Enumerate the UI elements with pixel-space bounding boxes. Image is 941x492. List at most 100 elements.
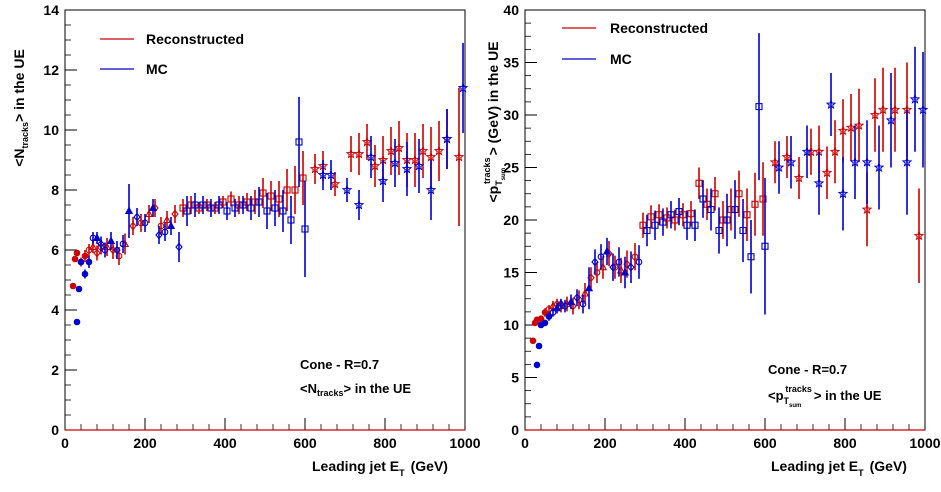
left-reco-point xyxy=(81,252,89,260)
left-y-tick-label: 8 xyxy=(51,182,59,198)
right-mc-point xyxy=(620,267,630,276)
left-reco-point xyxy=(227,195,235,203)
left-annotation-cone: Cone - R=0.7 xyxy=(300,357,379,372)
right-reco-point xyxy=(545,305,553,313)
left-mc-point xyxy=(166,221,176,230)
right-x-axis-title: Leading jet ET (GeV) xyxy=(771,458,907,478)
left-mc-point xyxy=(141,219,149,227)
left-reco-point xyxy=(71,255,79,263)
left-mc-point xyxy=(301,225,309,233)
right-mc-point xyxy=(773,161,785,173)
left-y-tick-label: 12 xyxy=(43,62,59,78)
left-mc-point xyxy=(77,258,85,266)
right-mc-point xyxy=(801,146,813,157)
left-mc-point xyxy=(325,169,337,180)
right-reco-point xyxy=(580,288,590,297)
right-reco-point xyxy=(687,210,695,218)
right-mc-point xyxy=(707,205,715,214)
left-chart: 0 200 400 600 800 1000 0 2 4 6 8 10 12 14 Reconstruct… xyxy=(11,2,481,478)
right-reco-point xyxy=(889,104,901,115)
right-mc-point xyxy=(715,226,723,235)
right-x-tick-label: 600 xyxy=(753,435,777,451)
right-reco-point xyxy=(719,216,727,224)
left-mc-point xyxy=(75,285,83,293)
right-mc-point xyxy=(723,216,731,224)
left-x-tick-label: 400 xyxy=(213,435,237,451)
right-x-tick-label: 400 xyxy=(673,435,697,451)
right-mc-point xyxy=(541,319,549,327)
right-y-tick-label: 25 xyxy=(503,160,519,176)
left-x-tick-label: 0 xyxy=(61,435,69,451)
left-x-tick-label: 600 xyxy=(293,435,317,451)
right-reco-point xyxy=(743,211,751,219)
right-reco-point xyxy=(821,167,833,178)
right-mc-point xyxy=(584,283,594,292)
left-mc-point xyxy=(413,160,425,171)
left-mc-point xyxy=(239,201,247,209)
left-reco-point xyxy=(144,209,154,218)
left-reco-point xyxy=(291,186,299,194)
left-reco-point xyxy=(329,178,341,189)
right-y-tick-label: 0 xyxy=(511,422,519,438)
left-reco-point xyxy=(129,221,137,231)
right-reco-point xyxy=(695,179,703,187)
right-mc-point xyxy=(602,246,612,255)
right-x-tick-label: 200 xyxy=(593,435,617,451)
right-annotation-cone: Cone - R=0.7 xyxy=(768,362,847,377)
right-mc-point xyxy=(901,156,913,167)
left-mc-point xyxy=(81,270,89,278)
right-y-tick-label: 40 xyxy=(503,2,519,18)
right-reco-point xyxy=(913,230,925,241)
right-reco-point xyxy=(655,211,663,219)
right-mc-point xyxy=(917,104,929,115)
right-mc-point xyxy=(627,262,635,272)
left-reco-point xyxy=(425,151,437,162)
left-reco-point xyxy=(251,198,259,206)
right-y-tick-label: 20 xyxy=(503,212,519,228)
right-mc-point xyxy=(615,258,623,266)
left-reco-point xyxy=(369,160,381,171)
left-y-tick-label: 14 xyxy=(43,2,59,18)
left-reco-point xyxy=(93,248,101,258)
left-reco-point xyxy=(69,282,77,290)
left-mc-point xyxy=(215,201,223,209)
left-mc-point xyxy=(85,258,93,266)
right-reco-point xyxy=(639,221,647,229)
left-reco-point xyxy=(259,189,267,197)
left-legend-reco-label: Reconstructed xyxy=(146,31,244,47)
right-reco-point xyxy=(769,156,781,167)
left-mc-point xyxy=(97,239,105,249)
right-mc-point xyxy=(635,258,643,266)
left-reco-point xyxy=(162,215,172,224)
right-reco-point xyxy=(727,205,735,214)
right-x-tick-label: 1000 xyxy=(909,435,940,451)
left-chart-marks: 0 200 400 600 800 1000 0 2 4 6 8 10 12 14 xyxy=(43,2,480,451)
left-reco-point xyxy=(345,148,357,159)
left-mc-point xyxy=(231,204,239,212)
left-mc-point xyxy=(389,157,401,168)
left-reco-point xyxy=(417,145,429,156)
right-mc-point xyxy=(699,195,707,203)
right-reco-point xyxy=(647,213,655,221)
right-reco-point xyxy=(751,200,759,208)
right-y-tick-label: 10 xyxy=(503,317,519,333)
left-mc-point xyxy=(113,245,121,255)
right-mc-point xyxy=(557,299,565,309)
right-mc-point xyxy=(535,342,543,350)
right-reco-point xyxy=(781,151,793,162)
right-mc-point xyxy=(755,103,763,111)
right-legend-mc-label: MC xyxy=(610,51,632,67)
left-mc-point xyxy=(353,199,365,210)
left-mc-point xyxy=(441,133,453,144)
right-mc-point xyxy=(873,161,885,173)
left-reco-point xyxy=(353,148,365,159)
right-y-tick-label: 30 xyxy=(503,107,519,123)
left-mc-point xyxy=(101,246,109,254)
left-reco-point xyxy=(433,145,445,156)
right-mc-point xyxy=(837,188,849,199)
left-reco-point xyxy=(275,195,283,203)
left-mc-point xyxy=(425,184,437,195)
left-x-tick-label: 1000 xyxy=(449,435,480,451)
left-mc-point xyxy=(295,138,303,146)
right-reco-point xyxy=(877,104,889,115)
